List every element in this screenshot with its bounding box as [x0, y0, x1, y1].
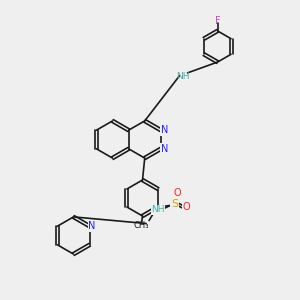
Text: N: N [88, 221, 96, 231]
Text: N: N [161, 144, 168, 154]
Text: NH: NH [151, 206, 165, 214]
Text: S: S [171, 199, 178, 209]
Text: CH₃: CH₃ [133, 221, 149, 230]
Text: F: F [215, 16, 220, 26]
Text: N: N [161, 125, 168, 135]
Text: O: O [182, 202, 190, 212]
Text: O: O [173, 188, 181, 198]
Text: NH: NH [176, 72, 190, 81]
